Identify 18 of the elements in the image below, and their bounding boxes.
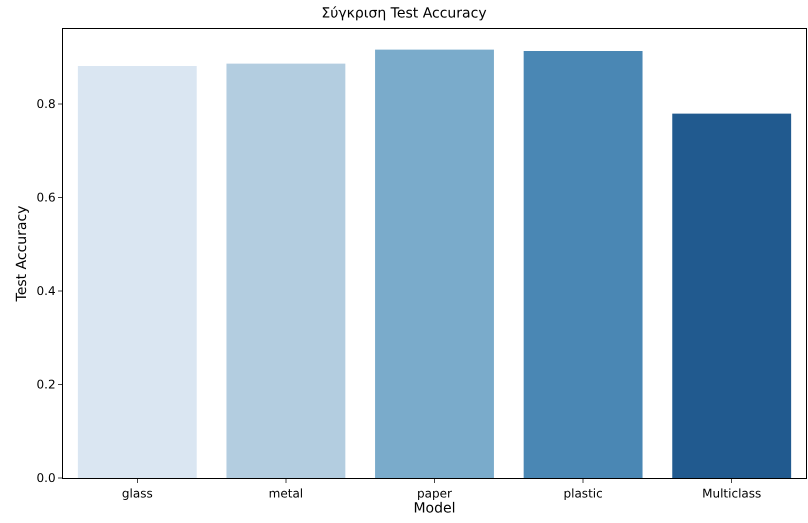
y-tick-label: 0.4 — [36, 284, 56, 298]
y-tick-label: 0.6 — [36, 190, 56, 205]
y-tick-label: 0.0 — [36, 471, 56, 486]
x-axis-title: Model — [413, 500, 456, 516]
bar — [375, 50, 494, 478]
y-axis-title: Test Accuracy — [14, 206, 30, 302]
bar — [226, 64, 346, 478]
x-tick-label: metal — [268, 486, 304, 500]
x-tick-label: glass — [122, 486, 153, 500]
x-tick-label: Multiclass — [702, 486, 762, 500]
chart-title: Σύγκριση Test Accuracy — [321, 6, 487, 22]
y-tick-label: 0.8 — [36, 97, 56, 112]
bar — [672, 114, 792, 478]
x-tick-label: plastic — [564, 486, 603, 500]
bar — [524, 50, 643, 478]
y-tick-label: 0.2 — [36, 378, 56, 392]
bar — [78, 66, 197, 478]
x-tick-label: paper — [417, 486, 452, 500]
